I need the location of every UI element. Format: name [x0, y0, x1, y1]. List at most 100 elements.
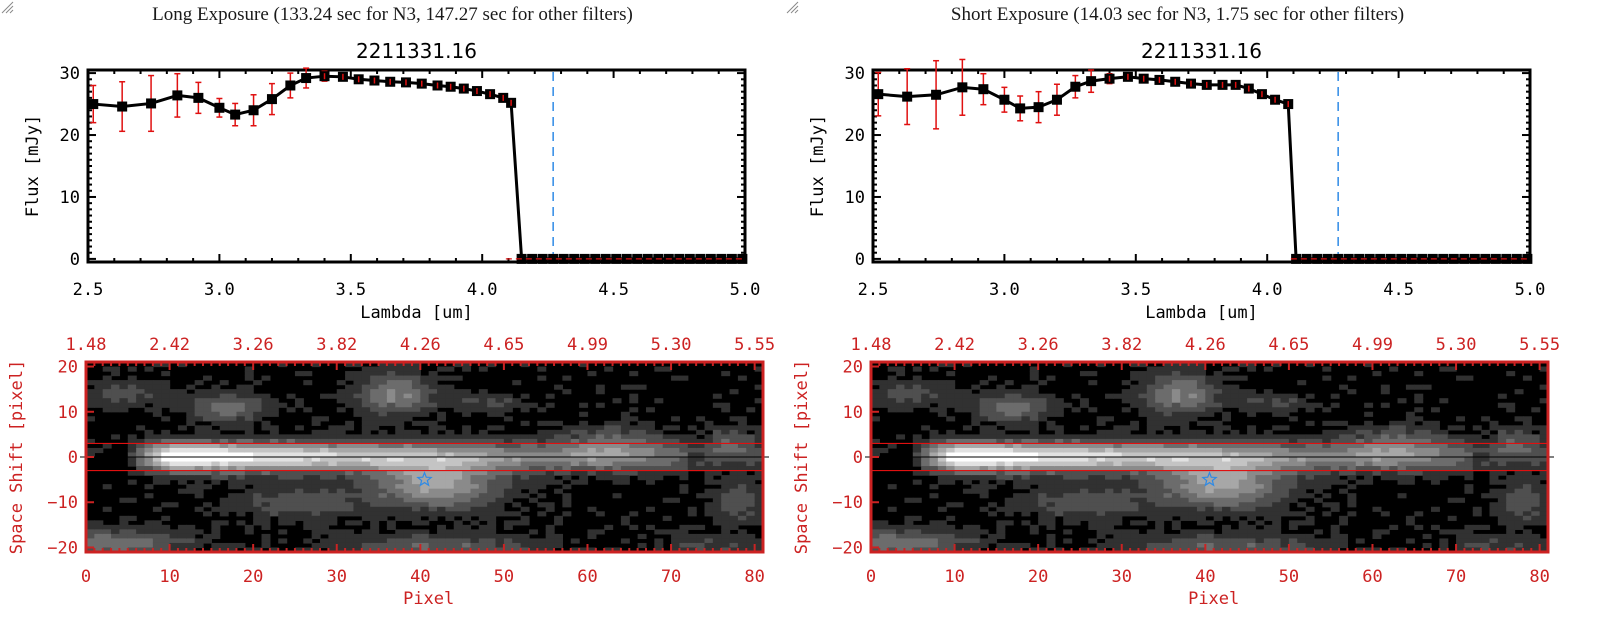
heatmap-cell	[1146, 529, 1156, 535]
heatmap-cell	[946, 371, 956, 377]
heatmap-cell	[445, 393, 455, 399]
heatmap-cell	[311, 447, 321, 454]
heatmap-cell	[1405, 475, 1415, 481]
heatmap-cell	[904, 389, 914, 395]
heatmap-cell	[111, 538, 121, 544]
heatmap-cell	[1339, 533, 1349, 540]
heatmap-cell	[478, 542, 488, 549]
heatmap-cell	[1146, 457, 1156, 463]
heatmap-cell	[1280, 479, 1290, 485]
heatmap-cell	[395, 434, 405, 440]
heatmap-cell	[1247, 475, 1257, 481]
heatmap-cell	[395, 484, 405, 490]
heatmap-cell	[1380, 466, 1390, 472]
heatmap-cell	[94, 384, 104, 390]
heatmap-cell	[671, 547, 681, 553]
heatmap-cell	[1439, 461, 1449, 467]
heatmap-cell	[1364, 362, 1374, 368]
heatmap-cell	[219, 407, 229, 413]
heatmap-cell	[462, 393, 472, 399]
heatmap-cell	[1238, 475, 1248, 481]
heatmap-cell	[1288, 398, 1298, 404]
heatmap-cell	[1339, 542, 1349, 549]
heatmap-cell	[729, 497, 739, 503]
heatmap-cell	[1539, 502, 1549, 508]
heatmap-cell	[1038, 434, 1048, 440]
heatmap-cell	[395, 533, 405, 540]
heatmap-cell	[1205, 438, 1215, 445]
heatmap-cell	[1247, 411, 1257, 417]
heatmap-cell	[411, 362, 421, 368]
heatmap-cell	[1196, 434, 1206, 440]
heatmap-cell	[528, 529, 538, 535]
heatmap-cell	[1188, 488, 1198, 494]
heatmap-cell	[203, 502, 212, 508]
heatmap-cell	[453, 389, 463, 395]
heatmap-cell	[1079, 502, 1089, 508]
heatmap-cell	[746, 434, 756, 440]
heatmap-cell	[1456, 542, 1466, 549]
heatmap-cell	[261, 411, 271, 417]
heatmap-cell	[1105, 506, 1114, 512]
heatmap-cell	[1397, 452, 1407, 458]
heatmap-cell	[470, 438, 480, 445]
heatmap-cell	[1506, 547, 1516, 553]
heatmap-cell	[1397, 493, 1407, 499]
heatmap-cell	[1389, 470, 1399, 476]
heatmap-cell	[136, 533, 146, 540]
heatmap-cell	[370, 484, 380, 490]
heatmap-cell	[386, 452, 396, 458]
heatmap-cell	[737, 466, 747, 472]
heatmap-cell	[1472, 447, 1482, 454]
heatmap-cell	[437, 389, 446, 395]
heatmap-cell	[244, 506, 254, 512]
heatmap-cell	[620, 429, 630, 435]
heatmap-cell	[152, 402, 162, 408]
heatmap-cell	[1456, 461, 1466, 467]
heatmap-cell	[1046, 420, 1056, 426]
heatmap-cell	[211, 457, 221, 463]
heatmap-cell	[1247, 393, 1257, 399]
heatmap-cell	[386, 434, 396, 440]
heatmap-cell	[1355, 452, 1365, 458]
heatmap-cell	[203, 416, 212, 422]
heatmap-cell	[111, 380, 121, 386]
data-point	[193, 92, 204, 103]
heatmap-cell	[1046, 457, 1056, 463]
heatmap-cell	[144, 493, 154, 499]
heatmap-cell	[1322, 475, 1332, 481]
heatmap-cell	[1046, 511, 1056, 517]
heatmap-cell	[512, 402, 522, 408]
heatmap-cell	[244, 411, 254, 417]
heatmap-cell	[94, 398, 104, 404]
heatmap-cell	[320, 506, 329, 512]
heatmap-cell	[746, 443, 756, 449]
heatmap-cell	[1222, 484, 1231, 490]
heatmap-cell	[495, 402, 505, 408]
heatmap-cell	[1130, 375, 1140, 381]
heatmap-cell	[996, 384, 1006, 390]
heatmap-cell	[177, 402, 187, 408]
heatmap-cell	[737, 429, 747, 435]
heatmap-cell	[620, 475, 630, 481]
heatmap-cell	[1038, 407, 1048, 413]
heatmap-cell	[971, 452, 981, 458]
heatmap-cell	[403, 398, 413, 404]
heatmap-cell	[570, 425, 580, 431]
heatmap-cell	[244, 407, 254, 413]
heatmap-cell	[537, 447, 547, 454]
heatmap-cell	[1522, 475, 1532, 481]
heatmap-cell	[1272, 362, 1282, 368]
heatmap-cell	[161, 547, 171, 553]
resize-grip-icon[interactable]	[0, 0, 14, 14]
heatmap-cell	[595, 389, 605, 395]
heatmap-cell	[988, 461, 997, 467]
heatmap-cell	[1130, 488, 1140, 494]
heatmap-cell	[887, 384, 897, 390]
heatmap-cell	[587, 425, 597, 431]
heatmap-cell	[1313, 488, 1323, 494]
heatmap-cell	[487, 506, 497, 512]
heatmap-cell	[1297, 484, 1307, 490]
heatmap-cell	[445, 542, 455, 549]
heatmap-cell	[320, 393, 329, 399]
